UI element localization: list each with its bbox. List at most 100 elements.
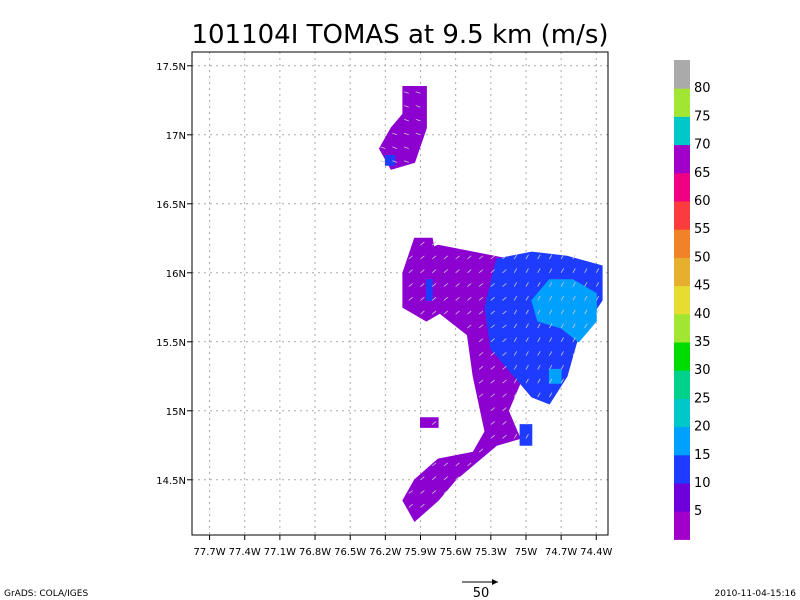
wind-vector xyxy=(525,378,529,384)
wind-vector xyxy=(560,268,564,273)
wind-vector xyxy=(490,255,495,260)
wind-vector xyxy=(455,310,460,315)
chart-title: 101104I TOMAS at 9.5 km (m/s) xyxy=(191,20,608,50)
wind-vector xyxy=(572,254,576,260)
colorbar-segment xyxy=(674,313,690,343)
wind-vector xyxy=(490,269,495,274)
wind-vector xyxy=(443,296,449,301)
wind-vector xyxy=(431,476,437,481)
wind-vector xyxy=(380,160,386,163)
colorbar-segment xyxy=(674,483,690,512)
wind-vector xyxy=(408,490,413,494)
wind-vector xyxy=(595,268,600,273)
footer-right: 2010-11-04-15:16 xyxy=(715,589,797,599)
wind-vector xyxy=(490,393,495,398)
wind-vector xyxy=(431,269,437,274)
colorbar-label: 80 xyxy=(694,81,711,96)
wind-vector xyxy=(478,269,484,274)
wind-vector xyxy=(537,295,541,301)
wind-vector xyxy=(513,378,518,384)
wind-vector xyxy=(431,241,437,246)
wind-vector xyxy=(478,448,484,453)
wind-vector xyxy=(478,365,484,370)
wind-vector xyxy=(415,105,421,108)
colorbar-segment xyxy=(674,342,690,371)
wind-vector xyxy=(420,490,425,494)
y-tick-label: 16.5N xyxy=(156,200,186,211)
wind-vector xyxy=(478,352,484,356)
wind-vector xyxy=(549,282,553,287)
wind-vector xyxy=(549,295,553,301)
wind-vector xyxy=(549,337,553,342)
wind-region-10-15 xyxy=(425,279,433,301)
colorbar-segment xyxy=(674,144,690,174)
wind-vector xyxy=(572,323,576,329)
wind-vector xyxy=(513,420,518,425)
wind-vector xyxy=(502,407,507,412)
colorbar-label: 65 xyxy=(694,166,711,181)
wind-vector xyxy=(584,323,588,329)
wind-vector xyxy=(467,283,472,287)
wind-vector xyxy=(478,324,484,329)
colorbar-segment xyxy=(674,229,690,258)
wind-vector xyxy=(443,283,449,287)
footer-left: GrADS: COLA/IGES xyxy=(4,589,88,599)
wind-vector xyxy=(443,310,449,315)
wind-vector xyxy=(478,296,484,301)
colorbar-segment xyxy=(674,398,690,428)
colorbar-label: 50 xyxy=(694,250,711,265)
x-tick-label: 77.7W xyxy=(193,547,225,558)
wind-vector xyxy=(525,295,529,301)
wind-vector xyxy=(549,254,553,260)
wind-vector xyxy=(502,255,507,260)
wind-vector xyxy=(537,254,541,260)
wind-vector xyxy=(537,364,541,370)
wind-vector xyxy=(467,462,472,467)
wind-vector xyxy=(403,146,409,149)
x-tick-label: 77.1W xyxy=(264,547,296,558)
wind-vector xyxy=(502,269,507,274)
wind-vector xyxy=(408,255,413,260)
wind-vector xyxy=(572,309,576,315)
wind-vector xyxy=(502,393,507,398)
colorbar-label: 20 xyxy=(694,420,711,435)
wind-vector xyxy=(455,296,460,301)
wind-vector xyxy=(502,421,507,425)
colorbar-segment xyxy=(674,426,690,456)
colorbar: 5 10 15 20 25 30 35 40 45 50 55 60 65 70 75 80 xyxy=(674,60,711,540)
colorbar-segment xyxy=(674,60,690,89)
wind-region-15-20 xyxy=(531,279,597,343)
wind-vector xyxy=(467,269,472,274)
wind-region-15-20 xyxy=(548,368,562,384)
wind-vector xyxy=(415,91,421,94)
colorbar-label: 45 xyxy=(694,279,711,294)
wind-vector xyxy=(502,338,507,343)
wind-vector xyxy=(431,283,437,287)
wind-vector xyxy=(513,254,518,260)
wind-vector xyxy=(431,462,437,467)
wind-vector xyxy=(455,462,460,467)
colorbar-segment xyxy=(674,88,690,117)
wind-vector xyxy=(584,309,588,315)
wind-vector xyxy=(502,296,507,301)
wind-vector xyxy=(490,283,495,287)
wind-vector xyxy=(502,324,507,329)
wind-vector xyxy=(584,282,588,287)
plot-frame xyxy=(191,51,609,536)
wind-vector xyxy=(584,295,588,301)
wind-vector xyxy=(403,132,409,136)
wind-vector xyxy=(560,282,564,287)
wind-vector xyxy=(537,282,541,287)
x-tick-label: 76.5W xyxy=(334,547,366,558)
y-tick-label: 14.5N xyxy=(156,476,186,487)
wind-vector xyxy=(537,351,541,356)
wind-vector xyxy=(490,310,495,315)
wind-vector xyxy=(549,378,553,384)
wind-vector xyxy=(513,433,518,439)
wind-vector xyxy=(403,118,409,122)
wind-vector xyxy=(525,282,529,287)
wind-vector xyxy=(525,420,529,425)
colorbar-label: 40 xyxy=(694,307,711,322)
wind-vector xyxy=(525,254,529,260)
